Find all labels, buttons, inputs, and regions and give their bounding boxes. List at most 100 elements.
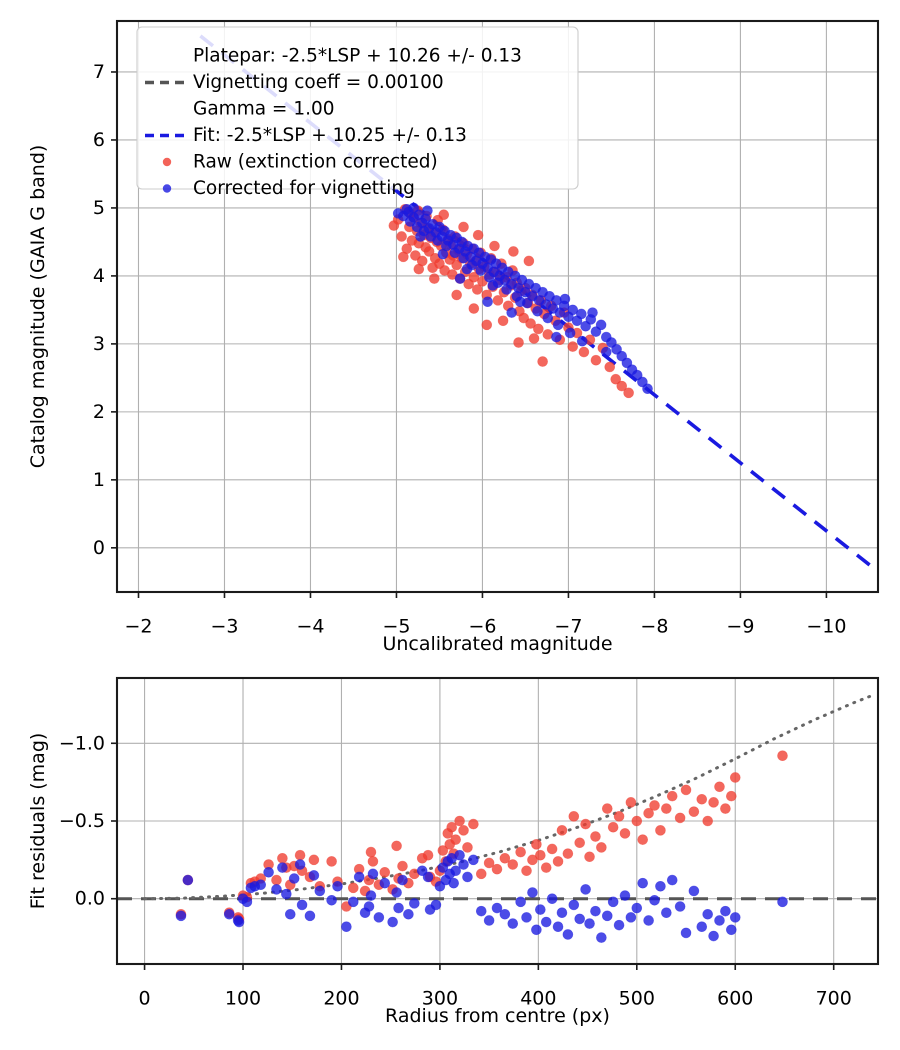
data-point [367, 868, 379, 880]
data-point [432, 235, 444, 246]
data-point [263, 866, 274, 878]
y-tick-label: 3 [93, 333, 105, 355]
data-point [777, 750, 788, 762]
data-point [601, 803, 613, 814]
data-point [308, 854, 320, 866]
data-point [461, 263, 473, 275]
data-point [367, 856, 379, 867]
data-point [423, 246, 435, 257]
data-point [515, 896, 526, 908]
data-point [415, 231, 426, 242]
data-point [489, 240, 500, 252]
data-point [497, 315, 509, 327]
data-point [523, 255, 535, 267]
data-point [562, 929, 574, 940]
data-point [533, 323, 544, 335]
data-point [454, 815, 465, 827]
data-point [449, 247, 461, 259]
data-point [422, 205, 433, 216]
data-point [546, 893, 558, 905]
data-point [604, 361, 616, 373]
series-corrected [175, 849, 788, 943]
data-point [277, 852, 288, 864]
data-point [576, 335, 588, 347]
data-point [720, 905, 731, 917]
data-point [542, 312, 554, 324]
data-point [525, 318, 536, 329]
data-point [574, 837, 586, 849]
data-point [637, 834, 649, 845]
x-tick-label: −10 [806, 616, 846, 638]
data-point [353, 871, 365, 883]
data-point [590, 905, 601, 917]
x-axis-label: Uncalibrated magnitude [382, 633, 612, 655]
data-point [584, 918, 595, 929]
data-point [688, 806, 700, 817]
x-tick-label: 100 [225, 988, 261, 1010]
data-point [567, 304, 579, 316]
data-point [458, 252, 469, 264]
data-point [613, 919, 625, 931]
data-point [590, 354, 602, 366]
x-tick-label: 300 [422, 988, 458, 1010]
data-point [623, 387, 634, 399]
vignetting-model-curve [143, 693, 875, 901]
legend-label: Platepar: -2.5*LSP + 10.26 +/- 0.13 [193, 46, 522, 67]
data-point [619, 890, 631, 901]
y-tick-label: 4 [93, 265, 105, 287]
legend-label: Fit: -2.5*LSP + 10.25 +/- 0.13 [193, 125, 467, 146]
data-point [373, 912, 385, 923]
series-corrected [392, 202, 653, 395]
data-point [341, 921, 352, 933]
x-tick-label: 0 [139, 988, 151, 1010]
data-point [596, 932, 607, 943]
data-point [487, 280, 499, 291]
data-point [714, 781, 725, 793]
legend-label: Gamma = 1.00 [193, 99, 335, 120]
data-point [450, 834, 461, 845]
data-point [528, 333, 540, 344]
data-point [468, 303, 480, 314]
x-tick-label: −9 [726, 616, 754, 638]
data-point [468, 271, 480, 283]
data-point [424, 904, 436, 915]
data-point [271, 884, 282, 895]
data-point [507, 918, 519, 929]
data-point [507, 859, 519, 870]
data-point [600, 346, 612, 358]
data-point [726, 924, 737, 936]
data-point [363, 901, 375, 912]
data-point [714, 915, 725, 926]
data-point [483, 915, 495, 926]
data-point [532, 305, 543, 317]
data-point [475, 905, 487, 917]
data-point [462, 871, 473, 883]
data-point [655, 825, 666, 836]
data-point [506, 307, 517, 318]
data-point [625, 912, 637, 923]
data-point [625, 797, 637, 808]
y-axis-label: Catalog magnitude (GAIA G band) [27, 145, 49, 469]
panel-fit-residuals: 0 100 200 300 400 500 600 700 0.0 −0.5 −1.0 Radius … [27, 676, 880, 1027]
x-tick-label: −4 [296, 616, 324, 638]
data-point [666, 874, 678, 886]
y-tick-label: 2 [93, 401, 105, 423]
data-point [531, 839, 542, 850]
data-point [674, 812, 686, 824]
data-point [661, 803, 672, 814]
data-point [458, 859, 469, 870]
data-point [580, 884, 591, 895]
data-point [288, 873, 300, 884]
data-point [475, 868, 487, 880]
plot-area [117, 693, 878, 943]
data-point [596, 842, 607, 853]
data-point [403, 908, 414, 920]
data-point [514, 296, 526, 308]
data-point [475, 265, 487, 276]
data-point [556, 825, 568, 836]
data-point [546, 843, 558, 855]
data-point [458, 221, 469, 233]
data-point [491, 902, 503, 914]
data-point [332, 880, 343, 892]
